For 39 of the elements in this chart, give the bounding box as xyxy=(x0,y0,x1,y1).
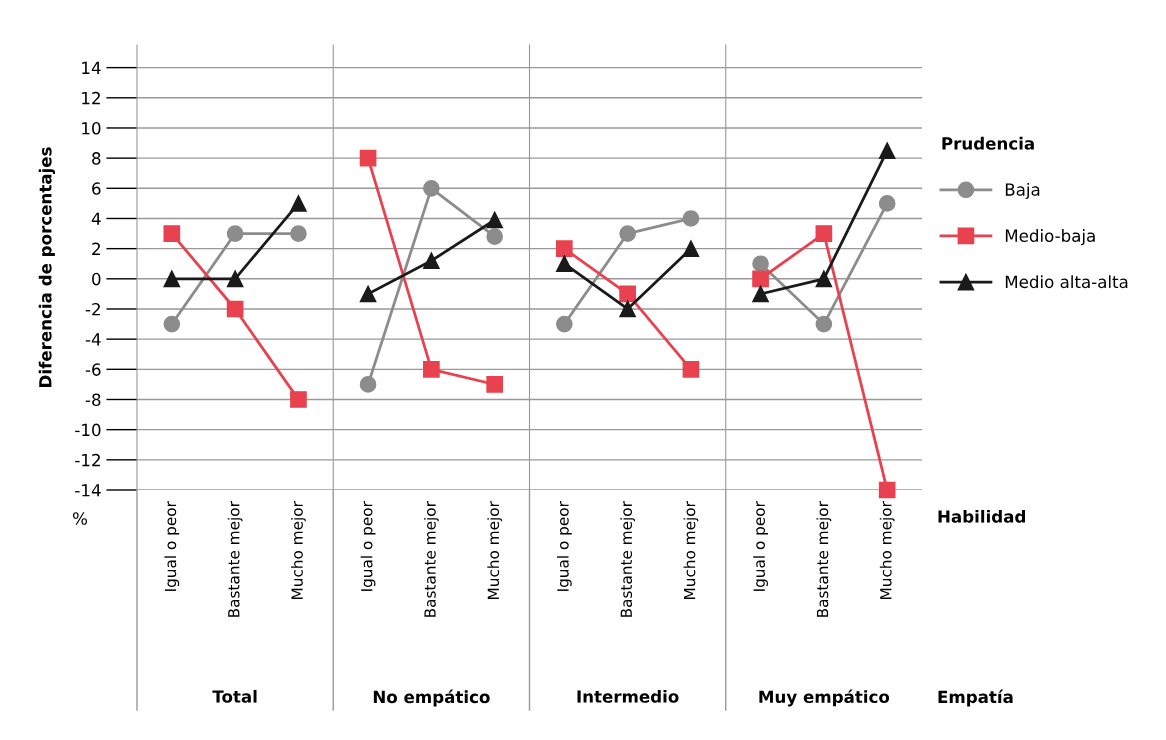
y-tick-label: -12 xyxy=(75,453,100,467)
y-tick-label: 6 xyxy=(92,182,101,195)
x-tick-label: Bastante mejor xyxy=(423,501,439,617)
x-tick-label: Igual o peor xyxy=(360,501,376,591)
x-tick-label: Igual o peor xyxy=(556,501,572,591)
y-tick-label: -2 xyxy=(85,302,100,316)
y-tick-label: -8 xyxy=(85,393,101,407)
x-tick-label: Igual o peor xyxy=(753,501,768,591)
x-axis-title: Intermedio xyxy=(577,689,679,703)
y-tick-label: 10 xyxy=(82,121,101,135)
y-tick-label: 0 xyxy=(92,272,101,286)
y-tick-label: 14 xyxy=(82,61,101,74)
y-tick-label: -10 xyxy=(75,423,101,437)
y-tick-label: 12 xyxy=(82,91,100,105)
y-axis-title: Diferencia de porcentajes xyxy=(38,147,55,387)
x-tick-label: Bastante mejor xyxy=(227,501,243,617)
x-tick-label: Igual o peor xyxy=(164,501,180,591)
x-axis-title: Muy empático xyxy=(759,689,890,707)
y-tick-label: -4 xyxy=(85,333,101,346)
y-tick-label: 2 xyxy=(92,242,100,255)
legend-title: Prudencia xyxy=(942,136,1034,150)
y-tick-label: -6 xyxy=(85,363,101,376)
x-axis-title: No empático xyxy=(373,689,490,707)
x-tick-label: Mucho mejor xyxy=(291,501,306,599)
x-tick-label: Bastante mejor xyxy=(816,501,832,617)
legend-label: Baja xyxy=(1005,182,1040,200)
x-tick-label: Mucho mejor xyxy=(879,501,895,599)
legend-label: Medio alta-alta xyxy=(1005,275,1128,289)
text: Empatía xyxy=(938,689,1013,707)
y-tick-label: 8 xyxy=(92,152,101,165)
x-axis-title: Total xyxy=(212,689,257,703)
text: Habilidad xyxy=(938,509,1025,523)
legend-label: Medio-baja xyxy=(1005,229,1095,246)
y-tick-label: -14 xyxy=(75,484,101,497)
x-tick-label: Bastante mejor xyxy=(620,501,636,617)
y-tick-label: 4 xyxy=(91,212,101,225)
x-tick-label: Mucho mejor xyxy=(683,501,699,599)
text: % xyxy=(73,512,87,525)
x-tick-label: Mucho mejor xyxy=(487,501,503,599)
